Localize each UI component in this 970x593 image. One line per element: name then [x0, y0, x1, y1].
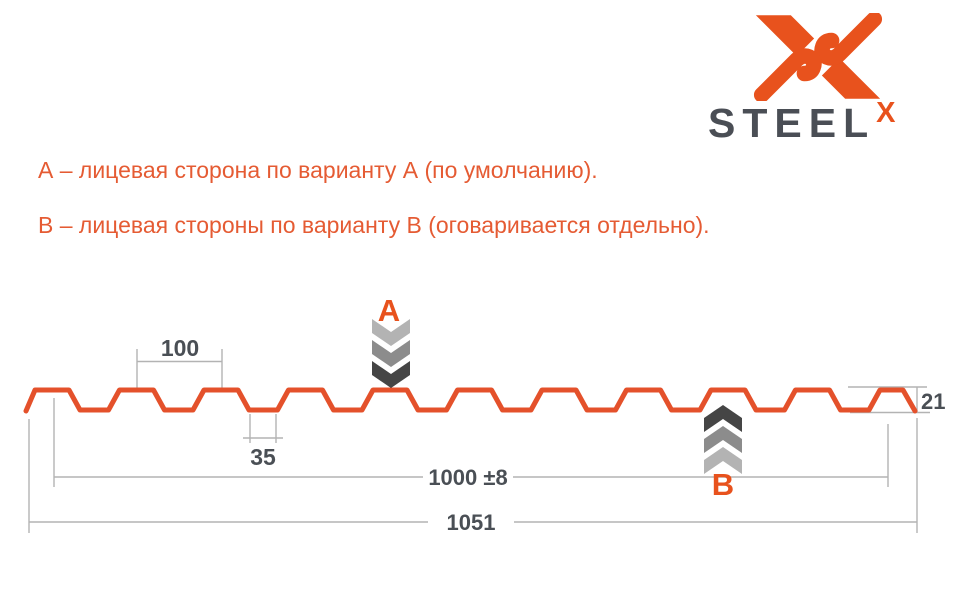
profile-diagram: 100 35 21 1000 ±8	[23, 293, 945, 535]
logo-arm-top-left	[755, 15, 815, 57]
profile-outline	[23, 387, 918, 414]
logo-arm-bottom-right	[821, 57, 881, 99]
marker-a: A	[372, 293, 410, 388]
logo-ribbon-upper	[814, 13, 883, 66]
dimension-overall-width: 1051	[28, 418, 918, 535]
note-variant-b: В – лицевая стороны по варианту В (огова…	[38, 212, 710, 238]
dim-pitch-label: 100	[161, 335, 199, 361]
chevron-up-icon	[704, 405, 742, 474]
logo-x-icon	[753, 13, 883, 101]
logo-wordmark-text: STEEL	[708, 100, 876, 146]
dimension-bottom-flat: 35	[243, 414, 283, 470]
dim-height-label: 21	[921, 389, 945, 414]
dimension-pitch: 100	[136, 335, 223, 388]
marker-b-label: B	[712, 467, 734, 502]
marker-a-label: A	[378, 293, 400, 328]
logo-wordmark: STEEL X	[708, 99, 895, 146]
logo-wordmark-sup-x: X	[876, 97, 896, 129]
note-variant-a: А – лицевая сторона по варианту А (по ум…	[38, 157, 598, 183]
marker-b: B	[704, 405, 742, 502]
dim-bottom-flat-label: 35	[250, 444, 276, 470]
dim-overall-width-label: 1051	[447, 510, 496, 535]
logo-ribbon-lower	[753, 48, 822, 101]
chevron-down-icon	[372, 319, 410, 388]
dim-working-width-label: 1000 ±8	[428, 465, 507, 490]
dimension-working-width: 1000 ±8	[53, 398, 889, 490]
